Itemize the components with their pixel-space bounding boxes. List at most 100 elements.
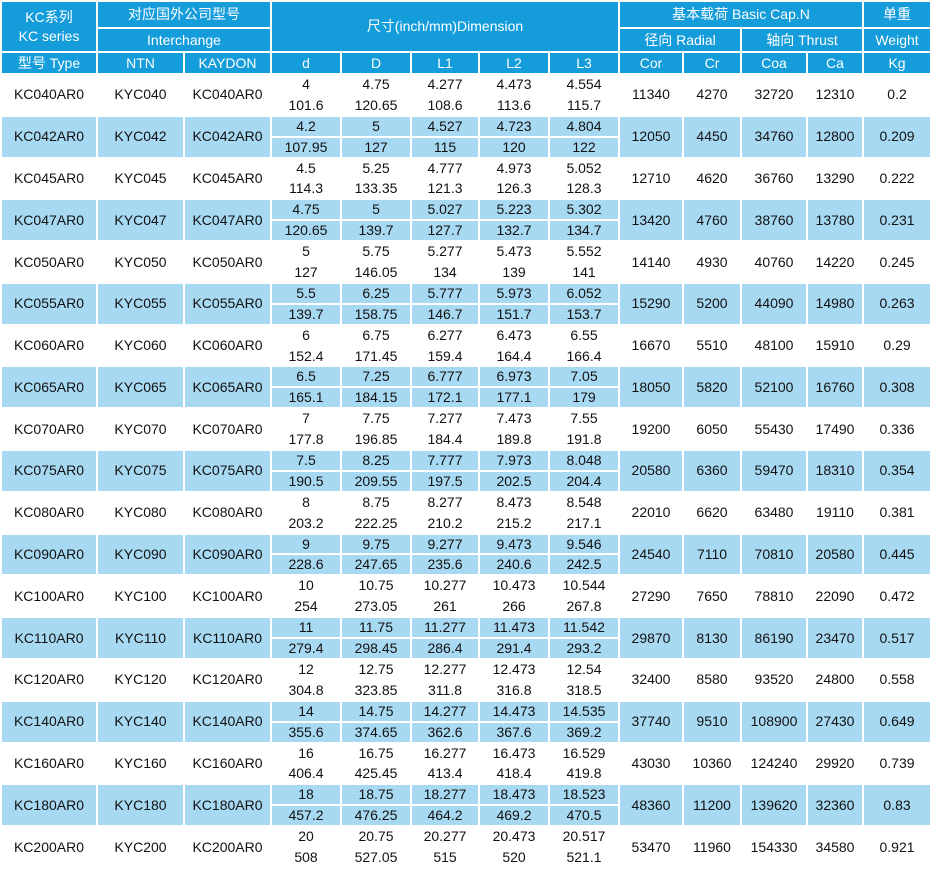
cell-cor: 32400 [618,657,684,702]
cell-cor: 29870 [618,616,684,660]
table-row-inch: KC090AR0 KYC090 KC090AR0 9 9.75 9.277 9.473 9.5… [0,532,930,577]
cell-L1-mm: 286.4 [410,637,480,660]
cell-d-inch: 12 [270,657,342,681]
cell-D-inch: 10.75 [340,574,412,598]
cell-d-mm: 177.8 [270,428,342,452]
table-body: KC040AR0 KYC040 KC040AR0 4 4.75 4.277 4.473 4.5… [0,73,930,869]
cell-kaydon: KC200AR0 [183,825,272,869]
table-row-inch: KC140AR0 KYC140 KC140AR0 14 14.75 14.277 14.47… [0,699,930,744]
cell-d-inch: 11 [270,616,342,640]
cell-d-mm: 107.95 [270,135,342,159]
cell-type: KC042AR0 [0,114,98,159]
cell-cor: 43030 [618,741,684,786]
cell-D-inch: 8.75 [340,490,412,514]
cell-cor: 12050 [618,114,684,159]
cell-L1-inch: 4.777 [410,156,480,180]
cell-cor: 48360 [618,783,684,828]
cell-D-inch: 7.25 [340,365,412,389]
cell-d-inch: 18 [270,783,342,807]
cell-kg: 0.245 [862,240,930,284]
cell-L1-mm: 159.4 [410,344,480,368]
cell-L2-mm: 113.6 [478,93,550,117]
cell-L1-inch: 20.277 [410,825,480,848]
cell-ca: 13290 [805,156,865,201]
cell-kg: 0.2 [862,73,930,117]
cell-type: KC120AR0 [0,657,98,702]
cell-D-mm: 196.85 [340,428,412,452]
cell-ca: 34580 [805,825,865,869]
table-row-mm: 101.6 120.65 108.6 113.6 115.7 [1,93,930,117]
table-row-inch: KC200AR0 KYC200 KC200AR0 20 20.75 20.277 20.47… [0,825,930,869]
cell-type: KC200AR0 [0,825,98,869]
cell-cor: 16670 [618,323,684,368]
cell-L1-mm: 184.4 [410,428,480,452]
table-row-mm: 254 273.05 261 266 267.8 [1,595,930,619]
cell-D-inch: 6.75 [340,323,412,347]
cell-L1-inch: 18.277 [410,783,480,807]
cell-type: KC050AR0 [0,240,98,284]
cell-kaydon: KC040AR0 [183,73,272,117]
cell-kaydon: KC160AR0 [183,741,272,786]
cell-D-mm: 184.15 [340,386,412,410]
cell-type: KC110AR0 [0,616,98,660]
col-header-Coa: Coa [740,51,808,75]
table-row-mm: 114.3 133.35 121.3 126.3 128.3 [1,177,930,201]
cell-coa: 93520 [740,657,808,702]
cell-d-mm: 228.6 [270,553,342,577]
cell-ca: 17490 [805,407,865,452]
cell-L1-inch: 14.277 [410,699,480,723]
cell-L1-mm: 210.2 [410,511,480,535]
cell-cor: 22010 [618,490,684,535]
cell-cr: 7650 [682,574,742,619]
col-header-Ca: Ca [805,51,865,75]
table-row-inch: KC160AR0 KYC160 KC160AR0 16 16.75 16.277 16.47… [0,741,930,786]
col-header-type: 型号 Type [0,51,98,75]
cell-kg: 0.231 [862,198,930,243]
cell-type: KC055AR0 [0,281,98,326]
cell-kaydon: KC045AR0 [183,156,272,201]
cell-d-inch: 8 [270,490,342,514]
cell-L3-inch: 7.55 [548,407,620,431]
cell-cr: 11200 [682,783,742,828]
cell-L1-inch: 5.027 [410,198,480,222]
cell-d-mm: 406.4 [270,762,342,786]
table-row-mm: 190.5 209.55 197.5 202.5 204.4 [1,469,930,493]
table-row-inch: KC065AR0 KYC065 KC065AR0 6.5 7.25 6.777 6.973 7… [0,365,930,410]
cell-L1-mm: 311.8 [410,678,480,702]
cell-cr: 4450 [682,114,742,159]
cell-D-inch: 11.75 [340,616,412,640]
cell-coa: 34760 [740,114,808,159]
cell-L2-inch: 7.473 [478,407,550,431]
cell-L3-inch: 20.517 [548,825,620,848]
cell-L1-mm: 515 [410,845,480,869]
cell-L1-mm: 197.5 [410,469,480,493]
cell-coa: 70810 [740,532,808,577]
cell-L1-mm: 172.1 [410,386,480,410]
cell-cor: 37740 [618,699,684,744]
cell-L2-mm: 418.4 [478,762,550,786]
table-header: KC系列 KC series 对应国外公司型号 尺寸(inch/mm)Dimen… [0,0,930,75]
table-row-inch: KC070AR0 KYC070 KC070AR0 7 7.75 7.277 7.473 7.5… [0,407,930,452]
cell-d-inch: 6 [270,323,342,347]
cell-L1-inch: 9.277 [410,532,480,556]
cell-ntn: KYC055 [96,281,185,326]
cell-D-inch: 18.75 [340,783,412,807]
table-row-mm: 127 146.05 134 139 141 [1,261,930,284]
cell-L2-mm: 240.6 [478,553,550,577]
table-row-inch: KC040AR0 KYC040 KC040AR0 4 4.75 4.277 4.473 4.5… [0,73,930,117]
cell-D-mm: 209.55 [340,469,412,493]
cell-d-inch: 4.75 [270,198,342,222]
cell-L2-inch: 5.223 [478,198,550,222]
cell-kg: 0.29 [862,323,930,368]
cell-L3-inch: 4.554 [548,73,620,96]
cell-D-mm: 133.35 [340,177,412,201]
cell-kaydon: KC180AR0 [183,783,272,828]
cell-L3-mm: 293.2 [548,637,620,660]
cell-coa: 86190 [740,616,808,660]
cell-ntn: KYC050 [96,240,185,284]
cell-D-mm: 158.75 [340,302,412,326]
cell-D-mm: 527.05 [340,845,412,869]
cell-type: KC045AR0 [0,156,98,201]
cell-D-inch: 7.75 [340,407,412,431]
